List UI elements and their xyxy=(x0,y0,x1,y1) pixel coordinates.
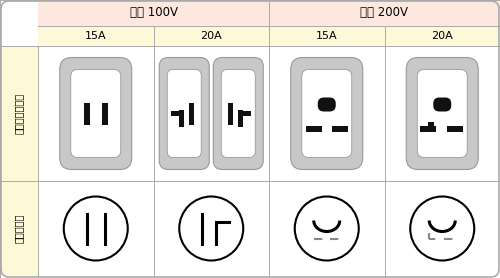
Text: 20A: 20A xyxy=(432,31,453,41)
Bar xyxy=(0,46,38,181)
Text: 15A: 15A xyxy=(85,31,106,41)
FancyBboxPatch shape xyxy=(318,98,336,111)
Bar xyxy=(171,110,184,115)
Bar xyxy=(238,110,243,126)
FancyBboxPatch shape xyxy=(417,70,467,158)
Bar xyxy=(228,103,233,125)
Bar xyxy=(102,103,108,125)
Bar xyxy=(384,26,500,46)
Text: コンセント形状: コンセント形状 xyxy=(14,93,24,134)
Bar xyxy=(154,26,269,46)
Bar xyxy=(306,125,322,131)
FancyBboxPatch shape xyxy=(71,70,121,158)
FancyBboxPatch shape xyxy=(406,58,478,170)
FancyBboxPatch shape xyxy=(433,98,451,111)
Circle shape xyxy=(295,197,359,260)
Bar xyxy=(332,125,348,131)
Text: 15A: 15A xyxy=(316,31,338,41)
Circle shape xyxy=(179,197,243,260)
Bar xyxy=(84,103,90,125)
FancyBboxPatch shape xyxy=(291,58,363,170)
Bar xyxy=(38,26,154,46)
Bar xyxy=(428,121,434,131)
FancyBboxPatch shape xyxy=(159,58,209,170)
Text: 単相 100V: 単相 100V xyxy=(130,6,178,19)
Circle shape xyxy=(64,197,128,260)
Bar xyxy=(38,0,269,26)
Bar xyxy=(269,0,500,26)
FancyBboxPatch shape xyxy=(60,58,132,170)
Bar xyxy=(179,110,184,126)
FancyBboxPatch shape xyxy=(221,70,256,158)
Bar xyxy=(189,103,194,125)
FancyBboxPatch shape xyxy=(302,70,352,158)
Text: 表示マーク: 表示マーク xyxy=(14,214,24,243)
Bar xyxy=(0,181,38,276)
FancyBboxPatch shape xyxy=(167,70,201,158)
Circle shape xyxy=(410,197,474,260)
Bar xyxy=(448,125,463,131)
FancyBboxPatch shape xyxy=(213,58,263,170)
Bar xyxy=(269,26,384,46)
Bar xyxy=(238,110,252,115)
Text: 単相 200V: 単相 200V xyxy=(360,6,408,19)
Text: 20A: 20A xyxy=(200,31,222,41)
Bar xyxy=(420,125,436,131)
